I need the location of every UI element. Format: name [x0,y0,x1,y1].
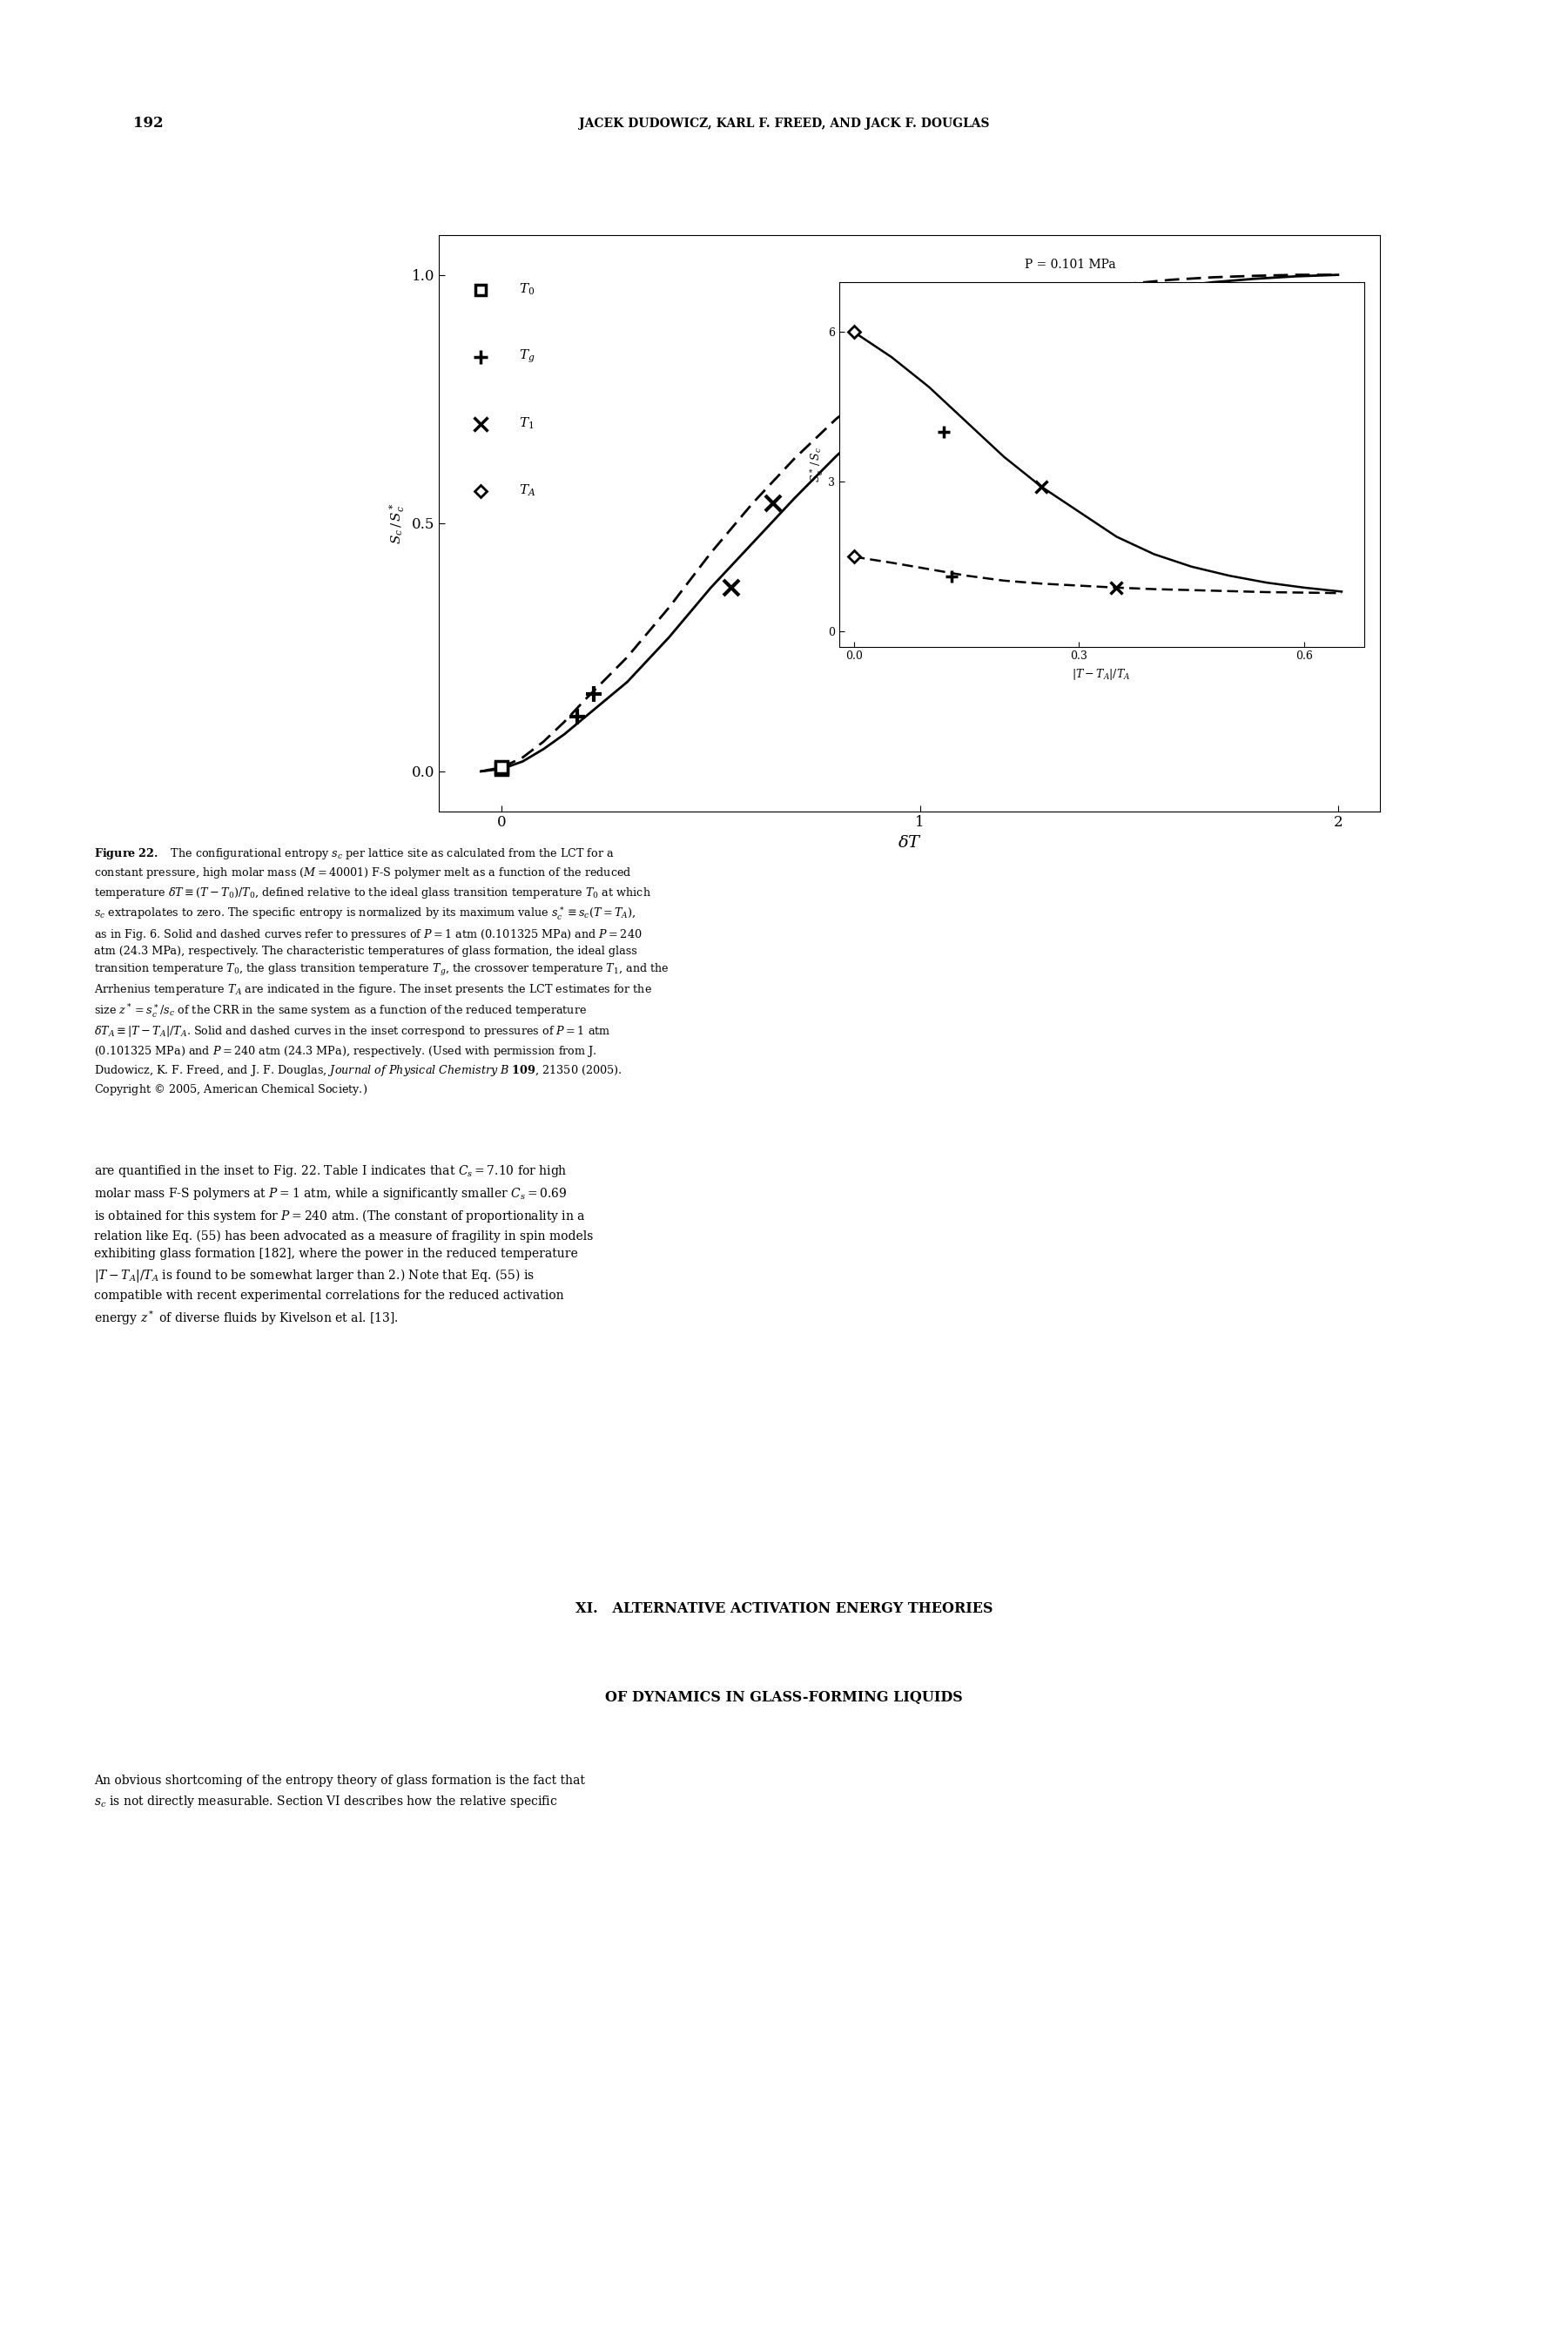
Text: JACEK DUDOWICZ, KARL F. FREED, AND JACK F. DOUGLAS: JACEK DUDOWICZ, KARL F. FREED, AND JACK … [579,118,989,129]
Text: $T_g$: $T_g$ [519,348,535,364]
Text: XI.   ALTERNATIVE ACTIVATION ENERGY THEORIES: XI. ALTERNATIVE ACTIVATION ENERGY THEORI… [575,1601,993,1617]
Text: An obvious shortcoming of the entropy theory of glass formation is the fact that: An obvious shortcoming of the entropy th… [94,1775,585,1810]
Text: $T_A$: $T_A$ [519,484,535,498]
Text: are quantified in the inset to Fig. 22. Table I indicates that $C_s = 7.10$ for : are quantified in the inset to Fig. 22. … [94,1164,593,1326]
X-axis label: $\delta T$: $\delta T$ [897,835,922,851]
Y-axis label: $S_c^*\,/\,S_c$: $S_c^*\,/\,S_c$ [809,447,825,482]
X-axis label: $|T-T_A|/T_A$: $|T-T_A|/T_A$ [1073,668,1131,682]
Text: $\mathbf{Figure\ 22.}$   The configurational entropy $s_c$ per lattice site as c: $\mathbf{Figure\ 22.}$ The configuration… [94,846,670,1098]
Text: $T_1$: $T_1$ [519,416,533,430]
Text: OF DYNAMICS IN GLASS-FORMING LIQUIDS: OF DYNAMICS IN GLASS-FORMING LIQUIDS [605,1690,963,1704]
Text: P = 24.3 MPa: P = 24.3 MPa [1024,324,1107,336]
Text: 192: 192 [133,115,163,132]
Text: $T_0$: $T_0$ [519,282,535,296]
Text: P = 0.101 MPa: P = 0.101 MPa [1024,259,1115,270]
Y-axis label: $S_c\,/\,S_c^*$: $S_c\,/\,S_c^*$ [387,503,408,543]
